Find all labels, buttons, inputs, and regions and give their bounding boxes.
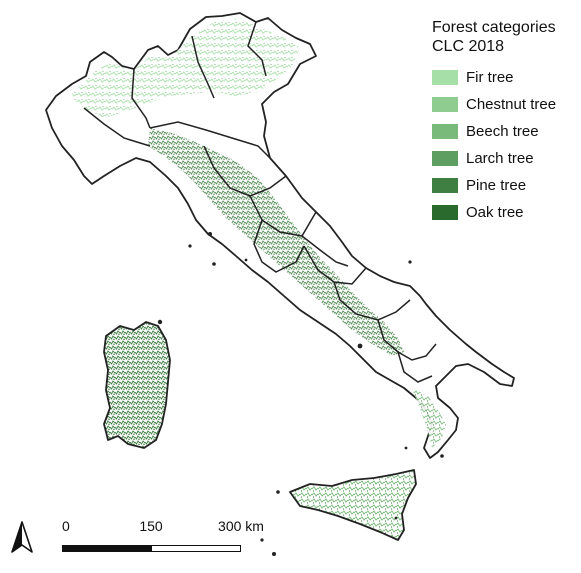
legend-label: Beech tree — [466, 123, 539, 140]
legend-items: Fir tree Chestnut tree Beech tree Larch tre… — [432, 64, 577, 226]
scale-segment-black — [63, 546, 152, 551]
legend-item: Larch tree — [432, 145, 577, 172]
sardinia — [103, 321, 171, 449]
sicily — [289, 469, 417, 541]
scale-segment-white — [151, 546, 240, 551]
legend-item: Chestnut tree — [432, 91, 577, 118]
forest-alps — [70, 18, 300, 118]
legend-label: Larch tree — [466, 150, 534, 167]
legend-label: Chestnut tree — [466, 96, 557, 113]
legend: Forest categories CLC 2018 Fir tree Chest… — [432, 18, 577, 226]
legend-item: Oak tree — [432, 199, 577, 226]
scale-label-0: 0 — [62, 518, 70, 534]
legend-label: Oak tree — [466, 204, 524, 221]
legend-swatch — [432, 124, 458, 139]
legend-title: Forest categories CLC 2018 — [432, 18, 577, 56]
scale-bar-track — [62, 545, 241, 552]
legend-swatch — [432, 70, 458, 85]
forest-apennines — [148, 128, 404, 356]
legend-item: Pine tree — [432, 172, 577, 199]
north-arrow-icon — [11, 521, 33, 553]
legend-item: Beech tree — [432, 118, 577, 145]
legend-label: Pine tree — [466, 177, 527, 194]
small-islands — [157, 232, 444, 556]
legend-title-line2: CLC 2018 — [432, 38, 505, 55]
region-boundaries — [83, 21, 437, 383]
legend-swatch — [432, 151, 458, 166]
scale-label-300: 300 km — [218, 518, 264, 534]
scale-bar: 0 150 300 km — [62, 518, 264, 558]
forest-calabria — [412, 388, 446, 448]
legend-label: Fir tree — [466, 69, 514, 86]
scale-label-150: 150 — [139, 518, 163, 534]
legend-item: Fir tree — [432, 64, 577, 91]
legend-swatch — [432, 205, 458, 220]
legend-swatch — [432, 97, 458, 112]
legend-swatch — [432, 178, 458, 193]
legend-title-line1: Forest categories — [432, 19, 556, 36]
